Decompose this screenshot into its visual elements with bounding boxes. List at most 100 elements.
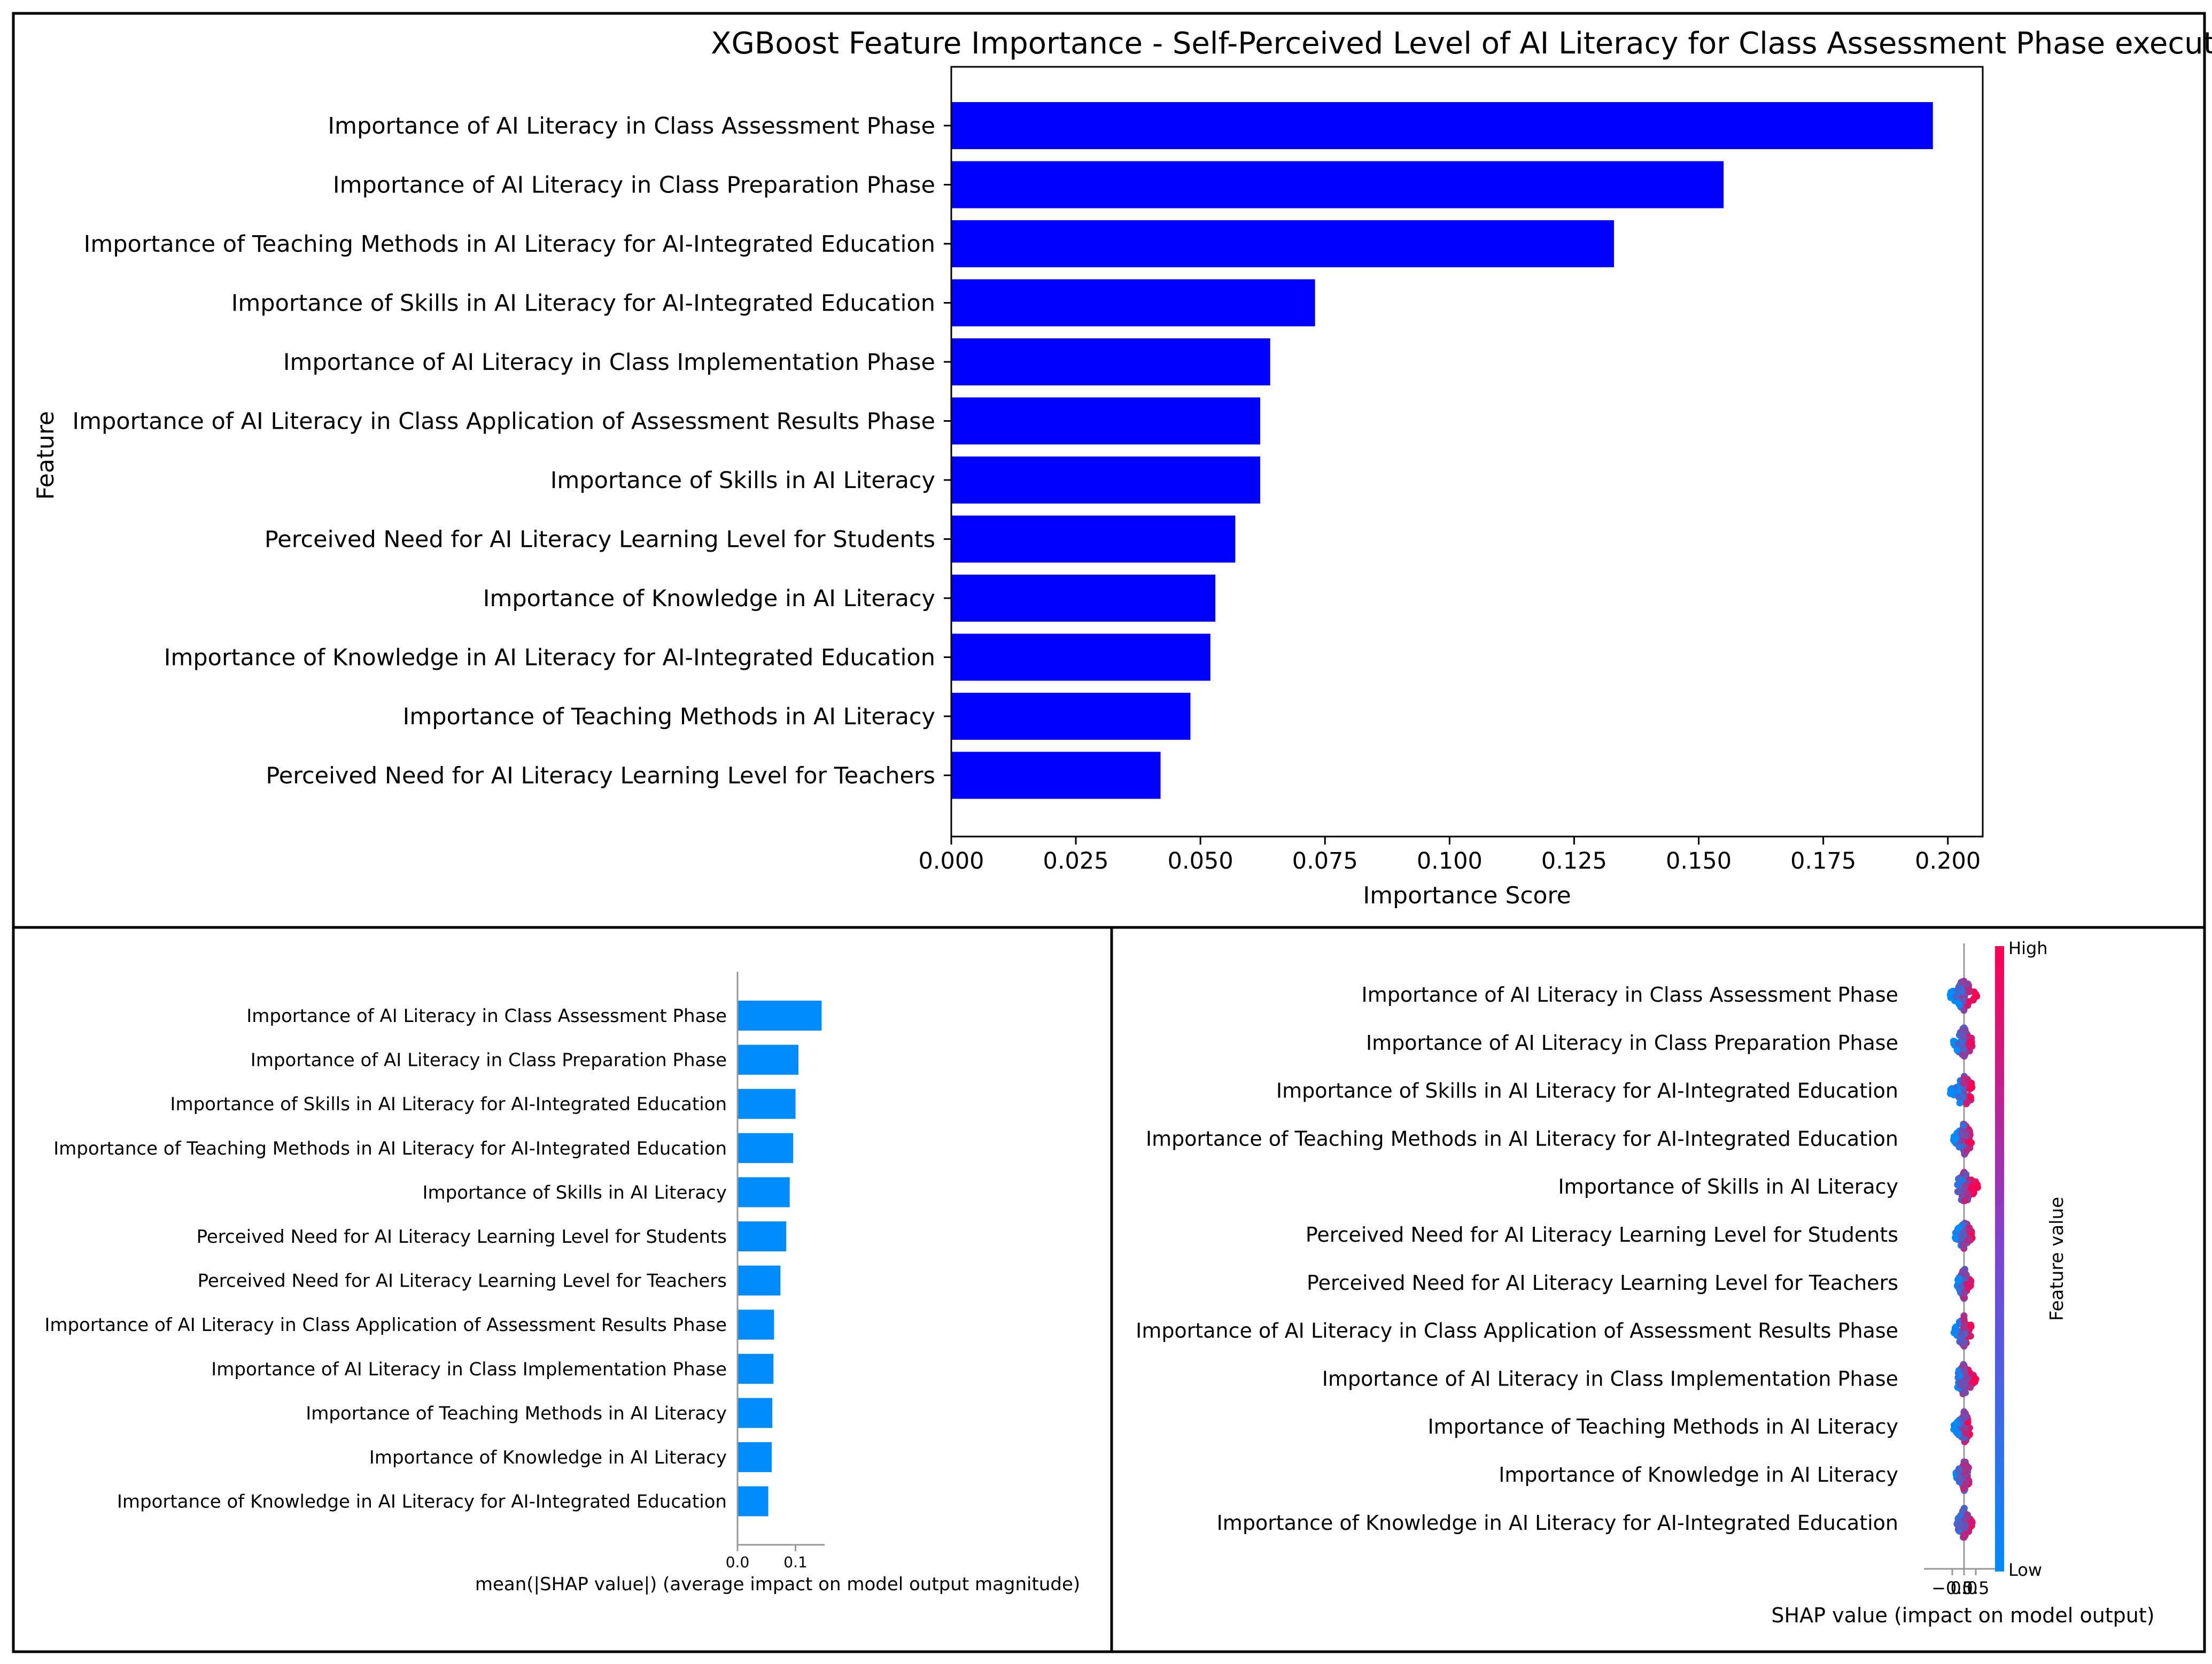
chart3-point bbox=[1960, 1318, 1968, 1325]
chart3-point bbox=[1963, 1464, 1971, 1471]
chart1-category-label: Importance of AI Literacy in Class Asses… bbox=[328, 113, 935, 140]
chart3-point bbox=[1962, 1429, 1970, 1437]
chart1-bar bbox=[951, 102, 1933, 149]
chart3-point bbox=[1970, 1189, 1977, 1196]
chart2-bar bbox=[738, 1310, 774, 1340]
chart3-point bbox=[1966, 988, 1973, 995]
chart3-point bbox=[1955, 1224, 1962, 1232]
chart2-category-label: Importance of AI Literacy in Class Imple… bbox=[211, 1359, 727, 1380]
chart3-point bbox=[1960, 1505, 1968, 1512]
chart3-point bbox=[1950, 1038, 1957, 1045]
chart1-bar bbox=[951, 456, 1261, 504]
chart3-point bbox=[1956, 1099, 1963, 1106]
chart2-category-label: Importance of Skills in AI Literacy bbox=[422, 1182, 727, 1203]
chart3-point bbox=[1960, 1268, 1968, 1275]
chart3-point bbox=[1958, 1130, 1965, 1137]
chart3-point bbox=[1965, 1191, 1972, 1198]
chart1-title: XGBoost Feature Importance - Self-Percei… bbox=[711, 26, 2212, 61]
chart1-category-label: Perceived Need for AI Literacy Learning … bbox=[265, 527, 935, 553]
chart1-ylabel: Feature bbox=[32, 411, 59, 500]
chart3-point bbox=[1960, 1121, 1967, 1129]
chart1-bar bbox=[951, 161, 1724, 208]
chart3-point bbox=[1968, 1518, 1976, 1525]
chart3-point bbox=[1952, 993, 1960, 1001]
chart1-bar bbox=[951, 220, 1615, 267]
chart3-point bbox=[1955, 1143, 1963, 1151]
chart3-point bbox=[1963, 1281, 1971, 1288]
chart3-point bbox=[1966, 998, 1973, 1005]
chart3-point bbox=[1967, 1322, 1974, 1329]
chart2-category-label: Importance of AI Literacy in Class Asses… bbox=[246, 1005, 727, 1027]
chart3-point bbox=[1962, 1522, 1969, 1530]
chart3-category-label: Importance of Skills in AI Literacy for … bbox=[1276, 1079, 1898, 1103]
chart3-point bbox=[1974, 1181, 1981, 1188]
chart3-point bbox=[1972, 1375, 1980, 1383]
chart1-xtick-label: 0.050 bbox=[1168, 848, 1233, 874]
colorbar-title: Feature value bbox=[2046, 1197, 2068, 1321]
chart3-point bbox=[1960, 1080, 1968, 1087]
chart3-point bbox=[1967, 1093, 1974, 1101]
chart2-bar bbox=[738, 1398, 773, 1428]
colorbar bbox=[1995, 946, 2004, 1572]
chart3-point bbox=[1952, 1234, 1959, 1241]
chart1-xtick-label: 0.100 bbox=[1417, 848, 1483, 874]
chart3-point bbox=[1957, 1030, 1965, 1037]
chart3-category-label: Importance of AI Literacy in Class Asses… bbox=[1362, 983, 1898, 1007]
chart1-bar bbox=[951, 633, 1210, 681]
chart1-category-label: Perceived Need for AI Literacy Learning … bbox=[266, 763, 935, 790]
chart1-xtick-label: 0.200 bbox=[1915, 848, 1981, 874]
chart3-xtick-label: 0.0 bbox=[1951, 1578, 1978, 1598]
chart3-point bbox=[1955, 1275, 1963, 1283]
chart3-category-label: Importance of AI Literacy in Class Imple… bbox=[1322, 1367, 1898, 1390]
chart1-xtick-label: 0.075 bbox=[1292, 848, 1358, 874]
chart3-point bbox=[1960, 1232, 1967, 1239]
chart3-category-label: Perceived Need for AI Literacy Learning … bbox=[1306, 1223, 1898, 1247]
chart3-category-label: Importance of AI Literacy in Class Appli… bbox=[1136, 1319, 1898, 1343]
chart1-category-label: Importance of Knowledge in AI Literacy bbox=[483, 585, 935, 612]
chart2-category-label: Importance of AI Literacy in Class Appli… bbox=[44, 1314, 727, 1336]
chart3-point bbox=[1961, 1330, 1969, 1337]
chart2-xtick-label: 0.1 bbox=[783, 1553, 808, 1571]
chart3-point bbox=[1953, 1047, 1961, 1054]
chart3-category-label: Importance of AI Literacy in Class Prepa… bbox=[1366, 1031, 1898, 1055]
chart3-point bbox=[1968, 1039, 1975, 1046]
chart1-category-label: Importance of Teaching Methods in AI Lit… bbox=[403, 703, 935, 730]
chart3-category-label: Importance of Skills in AI Literacy bbox=[1558, 1175, 1898, 1198]
chart2-category-label: Importance of Skills in AI Literacy for … bbox=[170, 1094, 727, 1115]
chart2-xlabel: mean(|SHAP value|) (average impact on mo… bbox=[475, 1574, 1080, 1595]
chart3-point bbox=[1966, 1085, 1974, 1093]
panel-border-bottom-right bbox=[1110, 926, 2206, 1653]
chart3-point bbox=[1964, 1511, 1972, 1519]
chart1-bar bbox=[951, 515, 1236, 563]
chart2-category-label: Importance of AI Literacy in Class Prepa… bbox=[251, 1050, 727, 1071]
chart1-axes-frame bbox=[950, 66, 1984, 838]
chart3-point bbox=[1955, 984, 1962, 991]
chart2-bar bbox=[738, 1133, 794, 1163]
chart1-category-label: Importance of AI Literacy in Class Prepa… bbox=[333, 172, 935, 199]
shap-beeswarm-chart: Importance of AI Literacy in Class Asses… bbox=[1136, 938, 2154, 1627]
chart1-bar bbox=[951, 397, 1261, 445]
chart3-point bbox=[1961, 1368, 1968, 1375]
chart3-point bbox=[1956, 1519, 1963, 1527]
chart1-category-label: Importance of AI Literacy in Class Appli… bbox=[72, 408, 935, 435]
chart2-xtick-label: 0.0 bbox=[726, 1553, 750, 1571]
chart3-point bbox=[1960, 1046, 1968, 1053]
chart2-bar bbox=[738, 1044, 798, 1075]
chart2-bar bbox=[738, 1221, 787, 1251]
chart1-xlabel: Importance Score bbox=[1363, 882, 1571, 909]
xgboost-importance-chart: XGBoost Feature Importance - Self-Percei… bbox=[32, 26, 2212, 909]
chart3-point bbox=[1954, 1188, 1962, 1195]
chart3-point bbox=[1953, 1419, 1960, 1427]
chart3-category-label: Importance of Teaching Methods in AI Lit… bbox=[1146, 1127, 1898, 1150]
chart3-point bbox=[1961, 1290, 1968, 1297]
chart3-point bbox=[1955, 1094, 1962, 1101]
chart2-category-label: Importance of Teaching Methods in AI Lit… bbox=[306, 1403, 727, 1424]
chart3-point bbox=[1960, 1414, 1968, 1421]
chart1-bar bbox=[951, 279, 1315, 327]
chart2-bar bbox=[738, 1001, 822, 1031]
chart3-point bbox=[1951, 1327, 1959, 1334]
chart1-xtick-label: 0.150 bbox=[1666, 848, 1732, 874]
chart3-point bbox=[1962, 1182, 1969, 1189]
chart2-bar bbox=[738, 1486, 769, 1516]
